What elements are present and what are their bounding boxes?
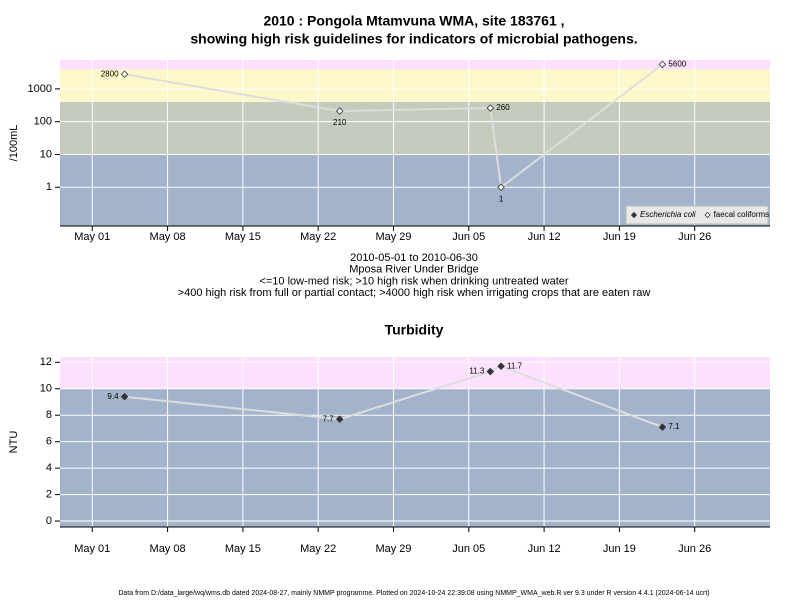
data-label: 11.3 [469, 367, 485, 376]
risk-band [60, 388, 770, 527]
chart-title: showing high risk guidelines for indicat… [190, 31, 637, 47]
x-tick-label: May 08 [150, 231, 186, 243]
y-tick-label: 4 [46, 462, 52, 474]
footer: Data from D:/data_large/wq/wms.db dated … [118, 590, 709, 597]
data-point [120, 70, 129, 78]
data-point [658, 60, 667, 69]
y-axis-label: NTU [8, 431, 20, 454]
note: 2010-05-01 to 2010-06-30 [350, 252, 478, 264]
legend-box [625, 205, 769, 225]
data-label: 7.1 [668, 422, 680, 431]
y-tick-label: 8 [46, 409, 52, 421]
x-tick-label: May 01 [74, 543, 110, 555]
data-label: 1 [499, 194, 504, 203]
x-tick-label: Jun 05 [452, 543, 485, 555]
data-label: 210 [333, 118, 347, 127]
data-label: 7.7 [323, 414, 335, 423]
x-tick-label: Jun 05 [452, 231, 485, 243]
data-label: 9.4 [107, 392, 119, 401]
data-point [497, 183, 505, 192]
y-tick-label: 2 [46, 488, 52, 500]
y-tick-label: 6 [46, 436, 52, 448]
data-point [486, 367, 495, 376]
x-tick-label: May 08 [150, 543, 186, 555]
note: >400 high risk from full or partial cont… [178, 287, 651, 299]
risk-band [60, 101, 770, 155]
y-tick-label: 12 [40, 356, 52, 368]
data-label: 5600 [668, 59, 686, 68]
x-tick-label: May 29 [375, 543, 411, 555]
risk-band [60, 69, 770, 102]
risk-band [60, 60, 770, 70]
legend-marker [630, 211, 638, 219]
x-tick-label: Jun 12 [528, 231, 561, 243]
x-tick-label: Jun 12 [528, 543, 561, 555]
y-axis-label: /100mL [8, 125, 20, 162]
y-tick-label: 100 [34, 116, 52, 128]
y-tick-label: 0 [46, 515, 52, 527]
data-point [486, 104, 495, 112]
x-tick-label: Jun 26 [678, 543, 711, 555]
data-point [120, 392, 129, 401]
data-label: 11.7 [507, 361, 523, 370]
chart-title: 2010 : Pongola Mtamvuna WMA, site 183761… [263, 13, 564, 29]
legend-label: Escherichia coli [640, 210, 696, 219]
legend-label: faecal coliforms [714, 210, 770, 219]
x-tick-label: Jun 19 [603, 543, 636, 555]
x-tick-label: May 01 [74, 231, 110, 243]
note: <=10 low-med risk; >10 high risk when dr… [259, 275, 568, 287]
data-label: 2800 [101, 69, 119, 78]
x-tick-label: May 29 [375, 231, 411, 243]
note: Mposa River Under Bridge [349, 264, 479, 276]
y-tick-label: 1 [46, 181, 52, 193]
x-tick-label: May 22 [300, 543, 336, 555]
x-tick-label: Jun 19 [603, 231, 636, 243]
legend-marker [704, 211, 711, 219]
chart-title: Turbidity [385, 322, 444, 338]
y-tick-label: 1000 [28, 83, 52, 95]
x-tick-label: May 15 [225, 543, 261, 555]
data-point [658, 423, 667, 431]
risk-band [60, 357, 770, 389]
data-point [497, 362, 505, 371]
data-point [335, 107, 344, 115]
x-tick-label: May 15 [225, 231, 261, 243]
x-tick-label: Jun 26 [678, 231, 711, 243]
data-label: 260 [496, 103, 510, 112]
x-tick-label: May 22 [300, 231, 336, 243]
data-point [335, 415, 344, 423]
y-tick-label: 10 [40, 148, 52, 160]
y-tick-label: 10 [40, 383, 52, 395]
